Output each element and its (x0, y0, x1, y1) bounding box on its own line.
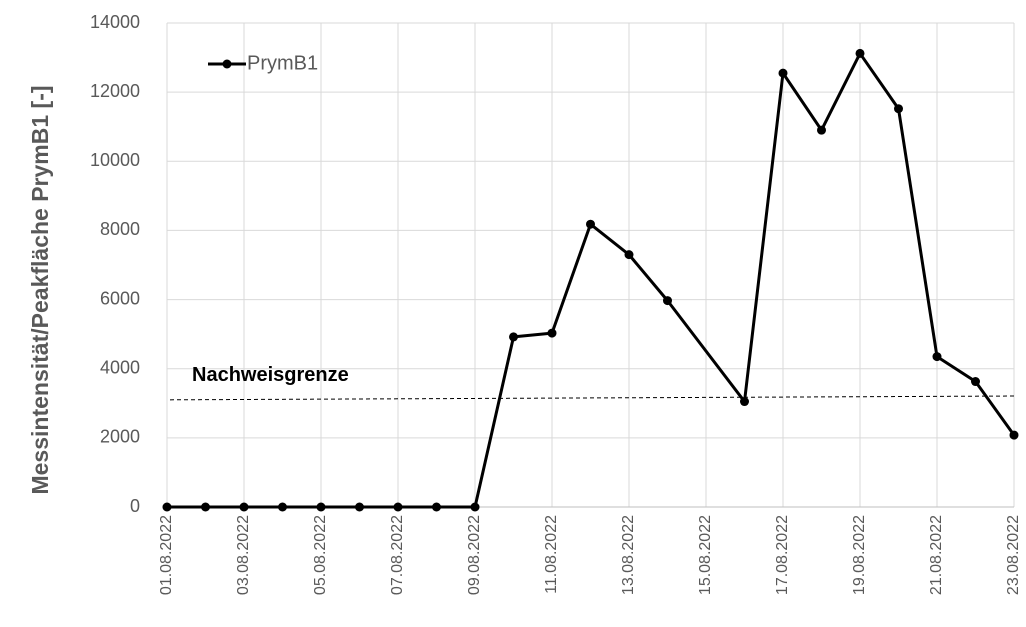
marker (316, 502, 326, 512)
marker (855, 48, 865, 58)
marker (470, 502, 480, 512)
y-tick-label: 6000 (100, 288, 140, 308)
marker (663, 296, 672, 306)
marker (201, 502, 210, 512)
x-tick-label: 23.08.2022 (1005, 515, 1022, 595)
x-tick-label: 01.08.2022 (158, 515, 175, 595)
marker (778, 68, 788, 78)
y-tick-label: 4000 (100, 357, 140, 377)
x-tick-label: 19.08.2022 (851, 515, 868, 595)
x-tick-label: 13.08.2022 (620, 515, 637, 595)
x-tick-label: 15.08.2022 (697, 515, 714, 595)
x-tick-label: 21.08.2022 (928, 515, 945, 595)
marker (509, 332, 518, 342)
marker (817, 125, 826, 135)
marker (971, 377, 980, 387)
y-tick-label: 12000 (90, 81, 140, 101)
marker (932, 352, 942, 362)
marker (278, 502, 287, 512)
marker (1009, 430, 1019, 440)
marker (162, 502, 172, 512)
x-tick-label: 17.08.2022 (774, 515, 791, 595)
y-tick-label: 14000 (90, 12, 140, 32)
marker (432, 502, 441, 512)
marker (894, 104, 903, 114)
x-tick-label: 05.08.2022 (312, 515, 329, 595)
threshold-label: Nachweisgrenze (192, 364, 349, 386)
legend-marker (222, 59, 232, 69)
x-tick-label: 09.08.2022 (466, 515, 483, 595)
y-tick-label: 10000 (90, 150, 140, 170)
marker (239, 502, 249, 512)
marker (355, 502, 364, 512)
x-tick-label: 07.08.2022 (389, 515, 406, 595)
y-tick-label: 0 (130, 496, 140, 516)
legend-label: PrymB1 (247, 52, 318, 74)
y-tick-label: 2000 (100, 427, 140, 447)
y-tick-label: 8000 (100, 219, 140, 239)
line (167, 51, 1016, 509)
marker (740, 397, 749, 407)
marker (393, 502, 403, 512)
y-axis-label: Messintensität/Peakfläche PrymB1 [-] (27, 85, 53, 494)
marker (624, 250, 634, 260)
marker (586, 219, 595, 229)
threshold-line (169, 395, 1015, 401)
x-tick-label: 03.08.2022 (235, 515, 252, 595)
x-tick-label: 11.08.2022 (543, 515, 560, 594)
marker (547, 328, 557, 338)
